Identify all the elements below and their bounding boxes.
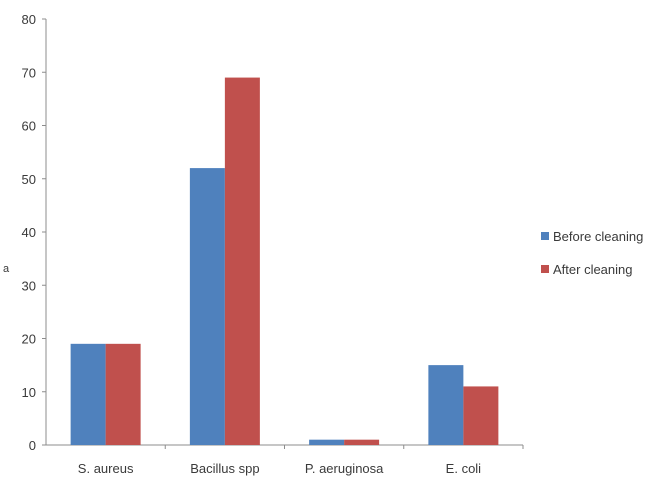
y-tick-label: 10 (22, 385, 36, 400)
y-tick-label: 30 (22, 278, 36, 293)
bar-before-1 (189, 168, 225, 445)
bar-before-2 (309, 439, 345, 445)
bar-after-2 (344, 439, 380, 445)
y-tick-label: 70 (22, 65, 36, 80)
category-label: P. aeruginosa (305, 461, 384, 476)
bar-after-1 (224, 77, 260, 445)
legend-swatch (541, 232, 549, 240)
y-tick-label: 20 (22, 332, 36, 347)
bars (70, 77, 499, 445)
y-tick-label: 60 (22, 119, 36, 134)
y-axis-label: a (3, 263, 10, 275)
y-tick-label: 0 (29, 438, 36, 453)
legend-label: After cleaning (553, 262, 633, 277)
bar-before-3 (428, 365, 464, 445)
y-tick-label: 40 (22, 225, 36, 240)
legend: Before cleaning After cleaning (541, 229, 643, 277)
y-tick-label: 80 (22, 12, 36, 27)
y-tick-label: 50 (22, 172, 36, 187)
bar-after-0 (105, 343, 141, 445)
category-labels: S. aureus Bacillus spp P. aeruginosa E. col… (78, 461, 481, 476)
x-axis (46, 444, 524, 449)
y-axis (42, 18, 47, 446)
category-label: Bacillus spp (190, 461, 259, 476)
legend-label: Before cleaning (553, 229, 643, 244)
category-label: E. coli (446, 461, 482, 476)
legend-swatch (541, 265, 549, 273)
bar-before-0 (70, 343, 106, 445)
y-tick-labels: 0 10 20 30 40 50 60 70 80 (22, 12, 36, 453)
bar-after-3 (463, 386, 499, 445)
category-label: S. aureus (78, 461, 134, 476)
